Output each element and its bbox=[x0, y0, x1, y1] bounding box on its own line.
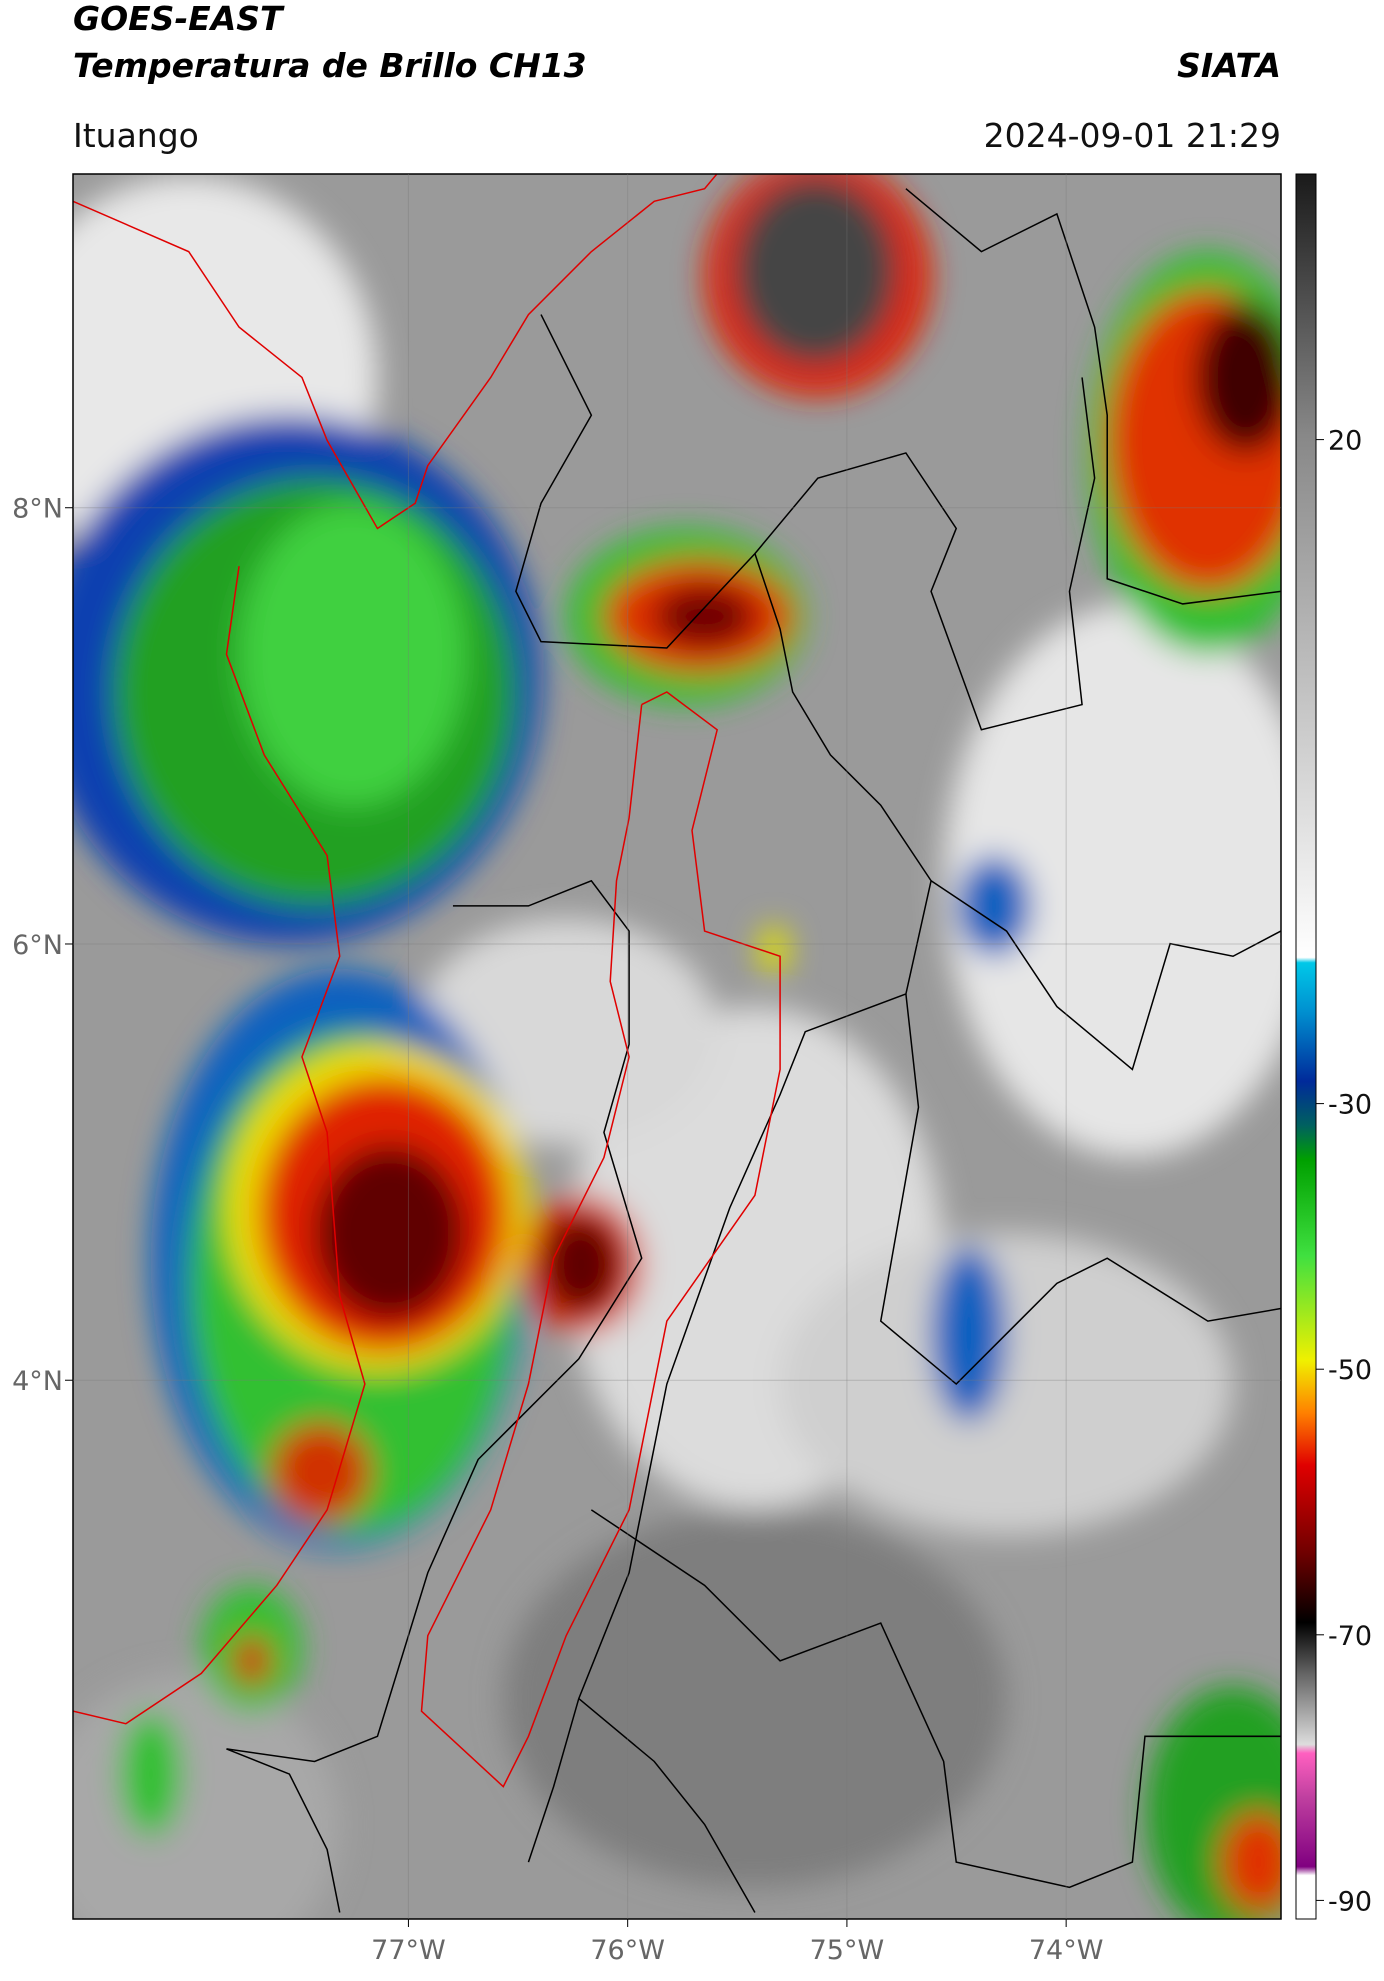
colorbar-tick-label: -30 bbox=[1328, 1090, 1372, 1121]
boundaries bbox=[73, 174, 1281, 1913]
colorbar-tick-label: -70 bbox=[1328, 1621, 1372, 1652]
lat-tick-label: 8°N bbox=[12, 494, 63, 525]
lon-tick-label: 76°W bbox=[590, 1935, 665, 1966]
lon-tick-label: 75°W bbox=[810, 1935, 885, 1966]
map-frame bbox=[72, 173, 1282, 1920]
ticks: 77°W 76°W 75°W 74°W 8°N 6°N 4°N 20 -30 -50 -70 -90 bbox=[12, 174, 1372, 1966]
title: GOES-EAST bbox=[73, 0, 285, 38]
subtitle: Temperatura de Brillo CH13 bbox=[73, 46, 587, 85]
lat-tick-label: 6°N bbox=[12, 930, 63, 961]
colorbar-tick-label: -50 bbox=[1328, 1355, 1372, 1386]
colorbar-tick-label: 20 bbox=[1328, 426, 1362, 457]
brand: SIATA bbox=[1177, 46, 1281, 85]
colorbar bbox=[1295, 173, 1317, 1920]
colorbar-tick-label: -90 bbox=[1328, 1886, 1372, 1917]
lat-tick-label: 4°N bbox=[12, 1366, 63, 1397]
location: Ituango bbox=[73, 116, 199, 155]
satellite-image bbox=[73, 174, 1281, 1919]
lon-tick-label: 77°W bbox=[371, 1935, 446, 1966]
datetime: 2024-09-01 21:29 bbox=[984, 116, 1281, 155]
lon-tick-label: 74°W bbox=[1029, 1935, 1104, 1966]
